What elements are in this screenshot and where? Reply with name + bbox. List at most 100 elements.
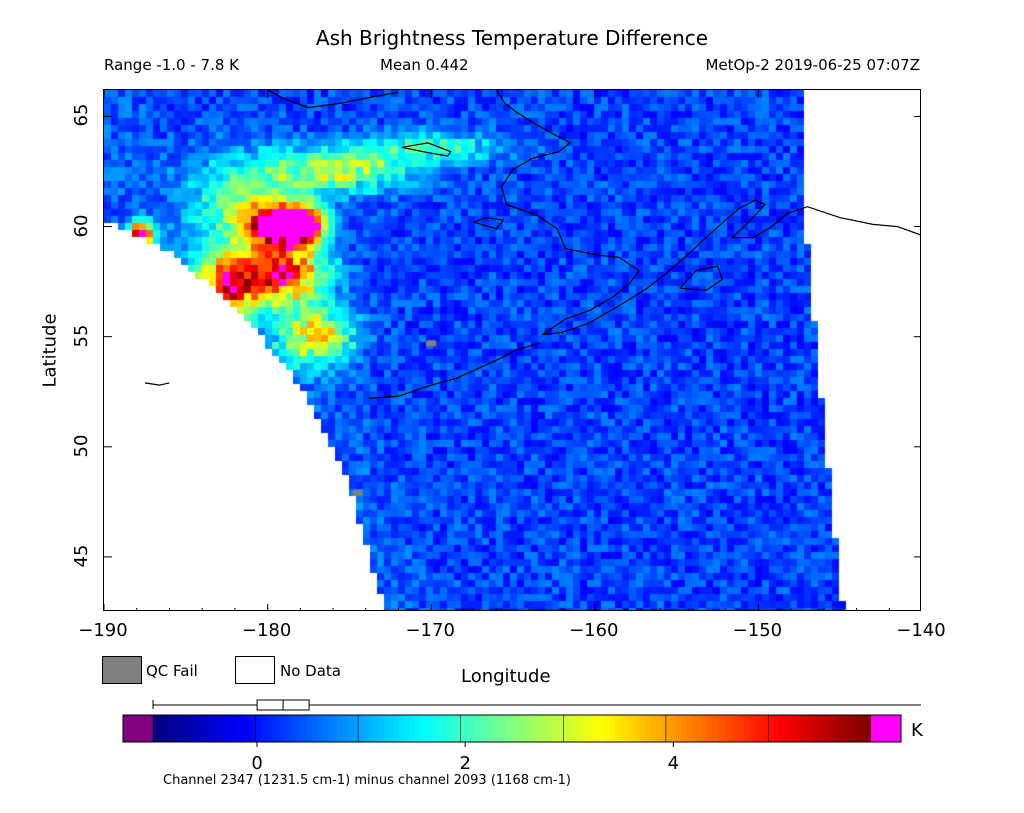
colorbar-segment xyxy=(701,715,708,742)
colorbar-segment xyxy=(558,715,564,742)
colorbar-segment xyxy=(532,715,539,742)
colorbar-segment xyxy=(542,715,549,742)
colorbar-segment xyxy=(224,715,231,742)
colorbar-segment xyxy=(629,715,636,742)
colorbar-segment xyxy=(819,715,826,742)
colorbar-segment xyxy=(835,715,841,742)
colorbar-segment xyxy=(465,715,472,742)
coastline-near-islands xyxy=(144,382,170,386)
colorbar-segment xyxy=(563,715,570,742)
y-tick-label: 45 xyxy=(71,544,92,568)
x-axis-label: Longitude xyxy=(461,666,551,687)
colorbar-segment xyxy=(378,715,385,742)
colorbar-segment xyxy=(865,715,872,742)
colorbar-segment xyxy=(824,715,831,742)
colorbar-segment xyxy=(235,715,241,742)
x-tick-label: −140 xyxy=(896,620,946,641)
colorbar-segment xyxy=(286,715,293,742)
colorbar-tick-label: 0 xyxy=(251,753,262,774)
colorbar-segment xyxy=(229,715,236,742)
colorbar-segment xyxy=(747,715,754,742)
colorbar-segment xyxy=(809,715,816,742)
colorbar-segment xyxy=(850,715,857,742)
y-axis-label: Latitude xyxy=(39,313,61,388)
colorbar-segment xyxy=(665,715,672,742)
colorbar-segment xyxy=(194,715,200,742)
colorbar-segment xyxy=(183,715,190,742)
colorbar-segment xyxy=(399,715,405,742)
colorbar-segment xyxy=(506,715,513,742)
colorbar-segment xyxy=(845,715,852,742)
colorbar-segment xyxy=(486,715,493,742)
colorbar-segment xyxy=(681,715,687,742)
colorbar-segment xyxy=(676,715,682,742)
colorbar-segment xyxy=(614,715,621,742)
colorbar: 0 2 4 xyxy=(122,699,921,774)
colorbar-segment xyxy=(804,715,811,742)
colorbar-segment xyxy=(168,715,175,742)
colorbar-segment xyxy=(383,715,390,742)
colorbar-segment xyxy=(240,715,246,742)
colorbar-segment xyxy=(460,715,467,742)
colorbar-segment xyxy=(311,715,318,742)
colorbar-segment xyxy=(691,715,698,742)
colorbar-segment xyxy=(163,715,169,742)
colorbar-segment xyxy=(696,715,703,742)
colorbar-segment xyxy=(419,715,426,742)
colorbar-segment xyxy=(722,715,728,742)
colorbar-segment xyxy=(476,715,482,742)
x-tick-label: −150 xyxy=(732,620,783,641)
colorbar-segment xyxy=(440,715,446,742)
colorbar-segment xyxy=(204,715,211,742)
colorbar-segment xyxy=(219,715,226,742)
colorbar-segment xyxy=(332,715,339,742)
colorbar-segment xyxy=(188,715,195,742)
colorbar-segment xyxy=(214,715,221,742)
colorbar-segment xyxy=(178,715,185,742)
colorbar-over xyxy=(871,715,901,742)
colorbar-segment xyxy=(353,715,359,742)
colorbar-segment xyxy=(573,715,580,742)
colorbar-segment xyxy=(609,715,616,742)
colorbar-segment xyxy=(860,715,867,742)
colorbar-segment xyxy=(727,715,734,742)
colorbar-segment xyxy=(732,715,739,742)
colorbar-segment xyxy=(635,715,641,742)
colorbar-segment xyxy=(829,715,836,742)
y-tick-label: 65 xyxy=(71,103,92,127)
colorbar-footnote: Channel 2347 (1231.5 cm-1) minus channel… xyxy=(163,773,571,788)
colorbar-segment xyxy=(209,715,216,742)
colorbar-segment xyxy=(645,715,652,742)
x-tick-label: −170 xyxy=(405,620,455,641)
colorbar-segment xyxy=(553,715,559,742)
colorbar-segment xyxy=(404,715,411,742)
colorbar-segment xyxy=(758,715,764,742)
colorbar-segment xyxy=(604,715,611,742)
colorbar-segment xyxy=(712,715,718,742)
colorbar-segment xyxy=(527,715,534,742)
coastline-chukotka xyxy=(267,90,399,109)
colorbar-segment xyxy=(394,715,400,742)
coastline-aleutians xyxy=(368,342,540,399)
range-info: Range -1.0 - 7.8 K xyxy=(104,56,239,74)
colorbar-segment xyxy=(773,715,780,742)
colorbar-segment xyxy=(799,715,805,742)
colorbar-segment xyxy=(455,715,462,742)
colorbar-segment xyxy=(594,715,600,742)
colorbar-segment xyxy=(373,715,380,742)
colorbar-segment xyxy=(281,715,287,742)
plot-area xyxy=(103,89,921,611)
no-data-swatch xyxy=(235,656,275,684)
mean-info: Mean 0.442 xyxy=(380,56,469,74)
colorbar-segment xyxy=(619,715,626,742)
x-tick-label: −160 xyxy=(569,620,619,641)
colorbar-segment xyxy=(158,715,164,742)
colorbar-segment xyxy=(199,715,205,742)
colorbar-segment xyxy=(424,715,431,742)
colorbar-segment xyxy=(322,715,328,742)
colorbar-segment xyxy=(429,715,436,742)
colorbar-segment xyxy=(245,715,252,742)
heatmap-cells xyxy=(104,90,920,610)
colorbar-segment xyxy=(599,715,605,742)
colorbar-segment xyxy=(306,715,313,742)
